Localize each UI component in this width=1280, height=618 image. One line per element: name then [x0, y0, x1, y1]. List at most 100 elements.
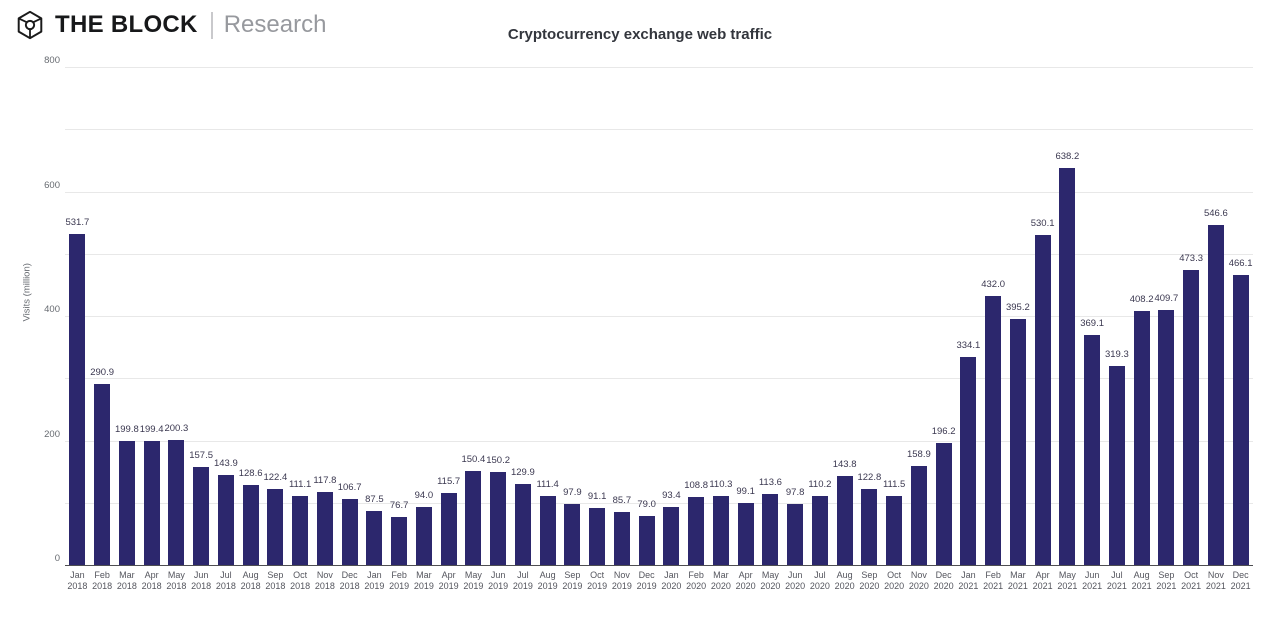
gridline [65, 502, 1253, 504]
x-tick-label: Dec 2018 [339, 570, 360, 591]
x-tick-label: Nov 2021 [1205, 570, 1226, 591]
block-cube-icon [14, 8, 55, 42]
bar-value-label: 531.7 [65, 217, 90, 229]
x-tick-label: Sep 2021 [1156, 570, 1177, 591]
bar-value-label: 432.0 [981, 279, 1006, 291]
gridline [65, 316, 1253, 317]
bar-nov-2021 [1207, 224, 1224, 565]
bar-may-2019 [465, 471, 482, 565]
bar-value-label: 143.8 [832, 458, 857, 470]
bar-jun-2018 [193, 466, 210, 565]
bar-value-label: 115.7 [437, 475, 461, 487]
bar-value-label: 143.9 [213, 458, 238, 470]
gridline [65, 378, 1253, 380]
bar-jul-2019 [514, 484, 531, 565]
bar-value-label: 117.8 [313, 474, 337, 486]
bar-value-label: 97.9 [563, 487, 582, 499]
bar-value-label: 409.7 [1154, 292, 1179, 304]
x-tick-label: May 2020 [760, 570, 781, 591]
x-tick-label: Aug 2018 [240, 570, 261, 591]
bar-value-label: 158.9 [906, 449, 931, 461]
bar-jun-2021 [1084, 335, 1101, 565]
bar-value-label: 111.4 [536, 478, 559, 490]
bar-mar-2020 [712, 496, 729, 565]
brand-sub-name: Research [223, 11, 327, 38]
bar-mar-2018 [118, 440, 135, 565]
x-tick-label: Jul 2019 [512, 570, 533, 591]
bar-value-label: 334.1 [956, 340, 981, 352]
bar-value-label: 530.1 [1030, 218, 1055, 230]
bar-may-2021 [1059, 167, 1076, 565]
bar-feb-2021 [985, 296, 1002, 565]
bar-oct-2019 [589, 508, 606, 565]
bar-may-2020 [762, 494, 779, 565]
x-tick-label: Jun 2021 [1082, 570, 1103, 591]
bar-value-label: 85.7 [612, 494, 632, 506]
x-axis-line [65, 565, 1253, 566]
bar-value-label: 111.5 [882, 478, 906, 490]
bar-value-label: 473.3 [1179, 253, 1204, 265]
bar-jul-2020 [811, 496, 828, 565]
bar-oct-2018 [292, 495, 309, 565]
x-tick-label: Apr 2018 [141, 570, 162, 591]
x-tick-label: Dec 2021 [1230, 570, 1251, 591]
bar-feb-2019 [391, 517, 408, 565]
bar-feb-2020 [688, 497, 705, 565]
x-tick-label: May 2019 [463, 570, 484, 591]
x-tick-label: May 2021 [1057, 570, 1078, 591]
x-tick-label: Mar 2021 [1007, 570, 1028, 591]
bar-value-label: 150.2 [486, 454, 511, 466]
bar-mar-2021 [1009, 319, 1026, 565]
x-tick-label: Dec 2020 [933, 570, 954, 591]
bar-jun-2019 [490, 471, 507, 565]
x-tick-label: Aug 2020 [834, 570, 855, 591]
x-tick-label: Jan 2020 [661, 570, 682, 591]
bar-feb-2018 [94, 383, 111, 565]
bar-jan-2019 [366, 510, 383, 565]
x-tick-label: Aug 2019 [537, 570, 558, 591]
x-tick-label: Feb 2021 [983, 570, 1004, 591]
x-tick-label: Jul 2020 [809, 570, 830, 591]
bar-value-label: 106.7 [337, 481, 362, 493]
bar-sep-2018 [267, 488, 284, 565]
x-tick-label: Oct 2018 [290, 570, 311, 591]
bar-jan-2018 [69, 234, 86, 565]
x-tick-label: Nov 2019 [611, 570, 632, 591]
x-tick-label: Sep 2019 [562, 570, 583, 591]
x-tick-label: Feb 2019 [389, 570, 410, 591]
bar-jul-2018 [217, 475, 234, 565]
bar-value-label: 110.2 [808, 479, 832, 491]
bar-value-label: 113.6 [758, 477, 782, 489]
y-axis-title: Visits (million) [21, 263, 33, 322]
bar-sep-2020 [861, 488, 878, 565]
bar-value-label: 108.8 [684, 480, 709, 492]
bar-value-label: 128.6 [238, 467, 263, 479]
bar-value-label: 395.2 [1005, 302, 1030, 313]
bar-oct-2021 [1183, 270, 1200, 565]
y-tick-label: 200 [44, 428, 60, 440]
the-block-research-logo: THE BLOCK Research [14, 7, 326, 43]
x-tick-label: Oct 2021 [1181, 570, 1202, 591]
bar-value-label: 157.5 [189, 449, 214, 461]
x-tick-label: Jan 2018 [67, 570, 88, 591]
bar-value-label: 129.9 [510, 467, 535, 479]
header: THE BLOCK Research Cryptocurrency exchan… [0, 0, 1280, 56]
bar-value-label: 97.8 [785, 487, 805, 499]
bar-value-label: 150.4 [461, 454, 486, 466]
bar-dec-2018 [341, 498, 358, 565]
bar-oct-2020 [886, 495, 903, 565]
bar-value-label: 111.1 [288, 478, 312, 490]
bar-value-label: 93.4 [662, 489, 681, 501]
x-tick-label: Oct 2020 [884, 570, 905, 591]
bar-nov-2019 [613, 511, 630, 565]
bar-aug-2021 [1133, 310, 1150, 565]
x-tick-label: Mar 2020 [710, 570, 731, 591]
x-tick-label: Jan 2019 [364, 570, 385, 591]
x-tick-label: Dec 2019 [636, 570, 657, 591]
bar-value-label: 200.3 [164, 423, 189, 435]
x-tick-label: Mar 2019 [413, 570, 434, 591]
bar-value-label: 99.1 [736, 486, 755, 498]
x-tick-label: Aug 2021 [1131, 570, 1152, 591]
chart-title: Cryptocurrency exchange web traffic [507, 26, 773, 43]
x-tick-label: Apr 2020 [735, 570, 756, 591]
